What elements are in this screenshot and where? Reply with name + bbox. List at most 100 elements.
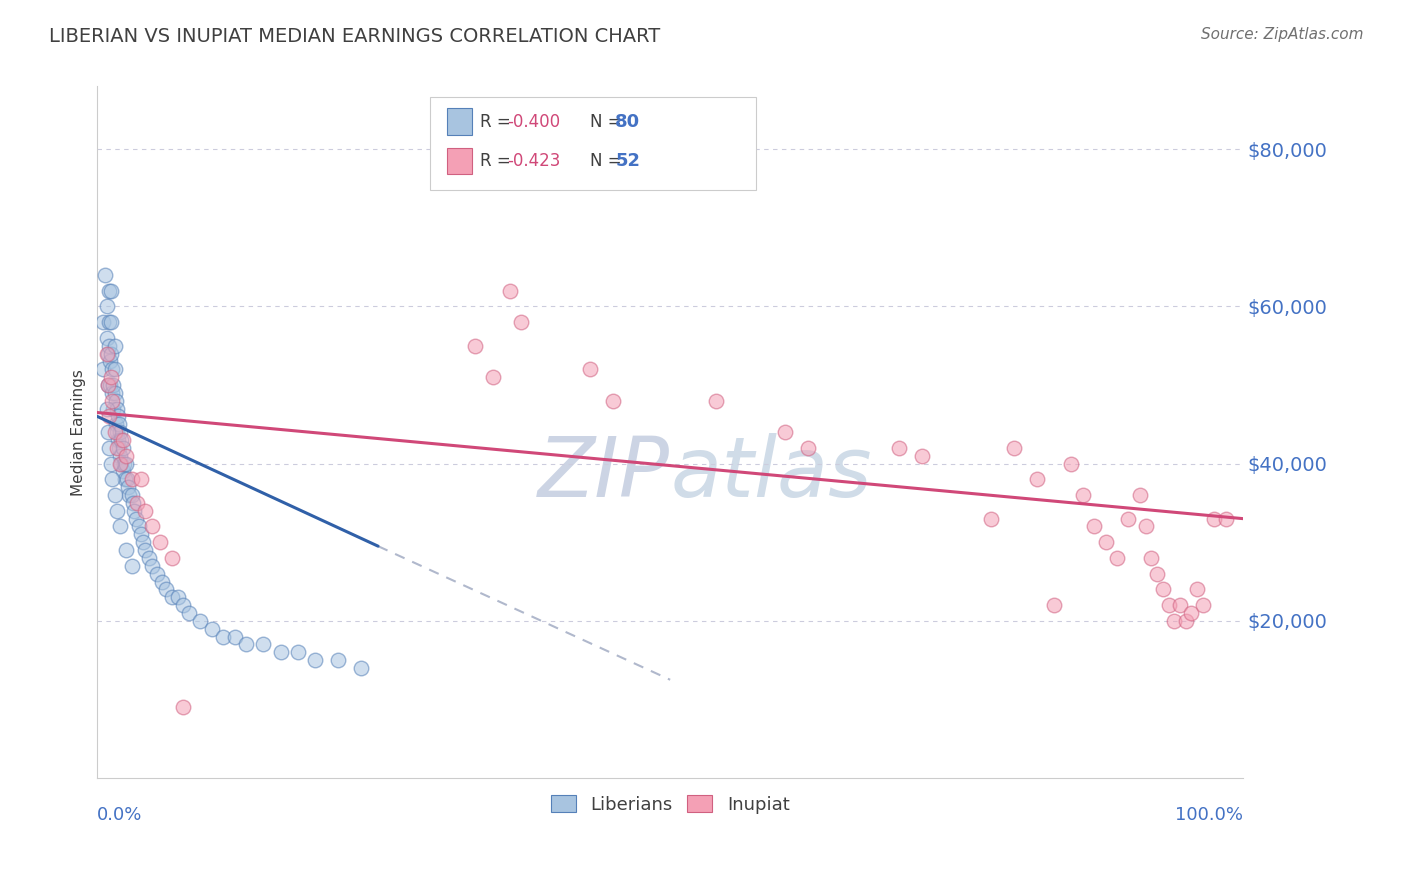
Y-axis label: Median Earnings: Median Earnings <box>72 368 86 496</box>
Point <box>105 504 128 518</box>
Point <box>773 425 796 440</box>
Point <box>97 378 120 392</box>
Point <box>115 543 138 558</box>
Point <box>101 393 124 408</box>
Point <box>122 504 145 518</box>
Point <box>134 543 156 558</box>
Point <box>108 441 131 455</box>
Point <box>104 393 127 408</box>
Text: -0.400: -0.400 <box>508 112 561 130</box>
Point <box>1180 606 1202 620</box>
Point <box>94 268 117 282</box>
Point <box>160 591 183 605</box>
Point <box>190 614 212 628</box>
Point <box>97 378 120 392</box>
Point <box>100 284 122 298</box>
Point <box>1002 441 1025 455</box>
Point <box>1146 566 1168 581</box>
Point <box>1192 598 1215 612</box>
Point <box>1129 488 1152 502</box>
Point <box>704 393 727 408</box>
Point <box>1105 550 1128 565</box>
Point <box>101 472 124 486</box>
Point <box>100 315 122 329</box>
Point <box>100 370 122 384</box>
Point <box>110 433 132 447</box>
Bar <box>447 148 472 174</box>
Point <box>110 425 132 440</box>
Text: atlas: atlas <box>671 434 872 514</box>
Point <box>1118 511 1140 525</box>
Point <box>103 339 125 353</box>
Point <box>235 637 257 651</box>
Point <box>98 354 121 368</box>
Point <box>141 519 163 533</box>
Point <box>97 409 120 424</box>
Point <box>1060 457 1083 471</box>
Point <box>129 472 152 486</box>
Point <box>108 417 131 432</box>
Point <box>1215 511 1237 525</box>
Text: Source: ZipAtlas.com: Source: ZipAtlas.com <box>1201 27 1364 42</box>
Point <box>115 457 138 471</box>
Point <box>121 496 143 510</box>
Point <box>128 519 150 533</box>
Point <box>132 535 155 549</box>
Point <box>464 339 486 353</box>
Point <box>1025 472 1047 486</box>
Text: LIBERIAN VS INUPIAT MEDIAN EARNINGS CORRELATION CHART: LIBERIAN VS INUPIAT MEDIAN EARNINGS CORR… <box>49 27 661 45</box>
Point <box>326 653 349 667</box>
Point <box>100 346 122 360</box>
Point <box>1163 614 1185 628</box>
Point <box>110 457 132 471</box>
Point <box>980 511 1002 525</box>
Point <box>91 362 114 376</box>
Point <box>117 480 139 494</box>
Point <box>121 558 143 573</box>
Point <box>111 441 134 455</box>
Point <box>141 558 163 573</box>
Point <box>118 488 141 502</box>
Point <box>110 519 132 533</box>
Point <box>602 393 624 408</box>
Text: 100.0%: 100.0% <box>1175 805 1243 823</box>
Point <box>1094 535 1116 549</box>
Text: ZIP: ZIP <box>538 434 671 514</box>
Point <box>97 339 120 353</box>
Point <box>1174 614 1197 628</box>
Point <box>150 574 173 589</box>
Point <box>1168 598 1191 612</box>
Point <box>97 315 120 329</box>
Point <box>121 472 143 486</box>
Point <box>96 346 118 360</box>
Point <box>270 645 292 659</box>
Point <box>107 433 129 447</box>
Point <box>889 441 911 455</box>
Point <box>1140 550 1163 565</box>
Text: 52: 52 <box>616 152 640 170</box>
Point <box>1071 488 1094 502</box>
Point <box>101 385 124 400</box>
Point <box>1083 519 1105 533</box>
Point <box>103 385 125 400</box>
Point <box>104 417 127 432</box>
Point <box>115 472 138 486</box>
Point <box>97 284 120 298</box>
Point <box>252 637 274 651</box>
Text: N =: N = <box>591 112 627 130</box>
Point <box>114 472 136 486</box>
Point <box>97 441 120 455</box>
Point <box>96 331 118 345</box>
Point <box>97 425 120 440</box>
Point <box>510 315 533 329</box>
Point <box>201 622 224 636</box>
Point <box>1157 598 1180 612</box>
Point <box>304 653 326 667</box>
Point <box>212 630 235 644</box>
Text: -0.423: -0.423 <box>508 152 561 170</box>
Point <box>121 488 143 502</box>
Text: 0.0%: 0.0% <box>97 805 143 823</box>
Bar <box>447 109 472 135</box>
Point <box>287 645 309 659</box>
Point <box>224 630 246 644</box>
